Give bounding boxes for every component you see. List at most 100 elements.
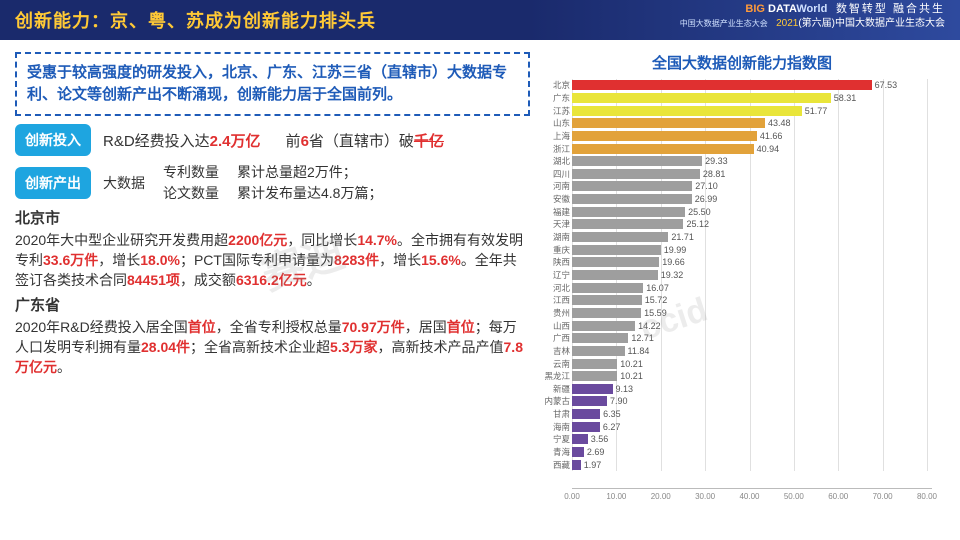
bar-value: 16.07: [646, 283, 669, 293]
bar-row: 陕西19.66: [572, 256, 685, 269]
bar-label: 黑龙江: [542, 370, 570, 382]
bar-label: 江西: [542, 294, 570, 306]
bar-label: 湖北: [542, 155, 570, 167]
bar-row: 福建25.50: [572, 205, 711, 218]
bar-rect: [572, 422, 600, 432]
x-tick: 40.00: [739, 492, 759, 501]
bar-value: 19.66: [662, 257, 685, 267]
bar-rect: [572, 106, 802, 116]
bar-label: 贵州: [542, 307, 570, 319]
right-column: 全国大数据创新能力指数图 北京67.53广东58.31江苏51.77山东43.4…: [542, 52, 942, 509]
header-slogan: 数智转型 融合共生: [836, 3, 945, 15]
bar-label: 宁夏: [542, 433, 570, 445]
bar-value: 41.66: [760, 131, 783, 141]
bar-label: 西藏: [542, 459, 570, 471]
x-tick: 70.00: [873, 492, 893, 501]
bar-row: 宁夏3.56: [572, 433, 608, 446]
bar-chart: 北京67.53广东58.31江苏51.77山东43.48上海41.66浙江40.…: [542, 79, 937, 509]
bar-value: 27.10: [695, 181, 718, 191]
bar-value: 51.77: [805, 106, 828, 116]
logo-text: BIG DATAWorld: [745, 3, 830, 15]
bar-value: 29.33: [705, 156, 728, 166]
bar-label: 内蒙古: [542, 395, 570, 407]
bar-row: 安徽26.99: [572, 193, 717, 206]
bar-row: 广西12.71: [572, 332, 654, 345]
bar-label: 河南: [542, 180, 570, 192]
bar-rect: [572, 245, 661, 255]
bar-value: 3.56: [591, 434, 609, 444]
bar-label: 北京: [542, 79, 570, 91]
bar-label: 四川: [542, 168, 570, 180]
bar-row: 黑龙江10.21: [572, 370, 643, 383]
bar-rect: [572, 283, 643, 293]
bar-row: 四川28.81: [572, 168, 725, 181]
bar-value: 12.71: [631, 333, 654, 343]
bar-rect: [572, 257, 659, 267]
output-grid: 大数据 专利数量 累计总量超2万件； 论文数量 累计发布量达4.8万篇；: [103, 162, 382, 203]
summary-box: 受惠于较高强度的研发投入，北京、广东、江苏三省（直辖市）大数据专利、论文等创新产…: [15, 52, 530, 116]
bar-row: 辽宁19.32: [572, 269, 683, 282]
x-axis: 0.0010.0020.0030.0040.0050.0060.0070.008…: [572, 492, 932, 507]
x-tick: 50.00: [784, 492, 804, 501]
bar-label: 上海: [542, 130, 570, 142]
bar-row: 江苏51.77: [572, 104, 827, 117]
bar-row: 云南10.21: [572, 357, 643, 370]
bar-value: 11.84: [628, 346, 650, 356]
bar-rect: [572, 460, 581, 470]
x-tick: 10.00: [606, 492, 626, 501]
region-body: 2020年大中型企业研究开发费用超2200亿元，同比增长14.7%。全市拥有有效…: [15, 230, 530, 290]
bar-label: 广西: [542, 332, 570, 344]
bar-row: 山西14.22: [572, 319, 661, 332]
bar-label: 河北: [542, 282, 570, 294]
bar-row: 山东43.48: [572, 117, 790, 130]
bar-rect: [572, 308, 641, 318]
bar-rect: [572, 169, 700, 179]
bar-rect: [572, 93, 831, 103]
bar-rect: [572, 359, 617, 369]
bar-rect: [572, 131, 757, 141]
bar-value: 6.35: [603, 409, 621, 419]
bar-label: 重庆: [542, 244, 570, 256]
bar-row: 湖北29.33: [572, 155, 728, 168]
grid-line: [794, 79, 795, 471]
bar-row: 西藏1.97: [572, 458, 601, 471]
region-block: 广东省2020年R&D经费投入居全国首位，全省专利授权总量70.97万件，居国首…: [15, 296, 530, 377]
bar-rect: [572, 321, 635, 331]
bar-rect: [572, 447, 584, 457]
bar-value: 40.94: [757, 144, 780, 154]
bar-value: 2.69: [587, 447, 605, 457]
innovation-output-row: 创新产出 大数据 专利数量 累计总量超2万件； 论文数量 累计发布量达4.8万篇…: [15, 162, 530, 203]
pill-output: 创新产出: [15, 167, 91, 199]
bar-rect: [572, 384, 613, 394]
bar-row: 青海2.69: [572, 446, 604, 459]
content: 受惠于较高强度的研发投入，北京、广东、江苏三省（直辖市）大数据专利、论文等创新产…: [0, 40, 960, 519]
x-tick: 30.00: [695, 492, 715, 501]
bar-row: 江西15.72: [572, 294, 667, 307]
bar-rect: [572, 371, 617, 381]
bar-row: 新疆9.13: [572, 382, 633, 395]
bar-label: 山西: [542, 320, 570, 332]
bar-value: 25.50: [688, 207, 711, 217]
bar-value: 67.53: [875, 80, 898, 90]
regions-container: 北京市2020年大中型企业研究开发费用超2200亿元，同比增长14.7%。全市拥…: [15, 209, 530, 377]
grid-line: [838, 79, 839, 471]
bar-rect: [572, 181, 692, 191]
bar-label: 江苏: [542, 105, 570, 117]
bar-rect: [572, 219, 683, 229]
logo-sub: 中国大数据产业生态大会: [680, 19, 768, 28]
bar-label: 福建: [542, 206, 570, 218]
region-block: 北京市2020年大中型企业研究开发费用超2200亿元，同比增长14.7%。全市拥…: [15, 209, 530, 290]
bar-value: 26.99: [695, 194, 718, 204]
bar-value: 10.21: [620, 359, 643, 369]
bar-label: 陕西: [542, 256, 570, 268]
bar-value: 1.97: [584, 460, 602, 470]
chart-title: 全国大数据创新能力指数图: [542, 52, 942, 73]
bar-label: 山东: [542, 117, 570, 129]
bar-value: 7.90: [610, 396, 628, 406]
bar-rect: [572, 118, 765, 128]
bar-rect: [572, 144, 754, 154]
bar-value: 19.32: [661, 270, 684, 280]
bar-value: 9.13: [616, 384, 634, 394]
bar-label: 广东: [542, 92, 570, 104]
region-title: 北京市: [15, 209, 530, 229]
